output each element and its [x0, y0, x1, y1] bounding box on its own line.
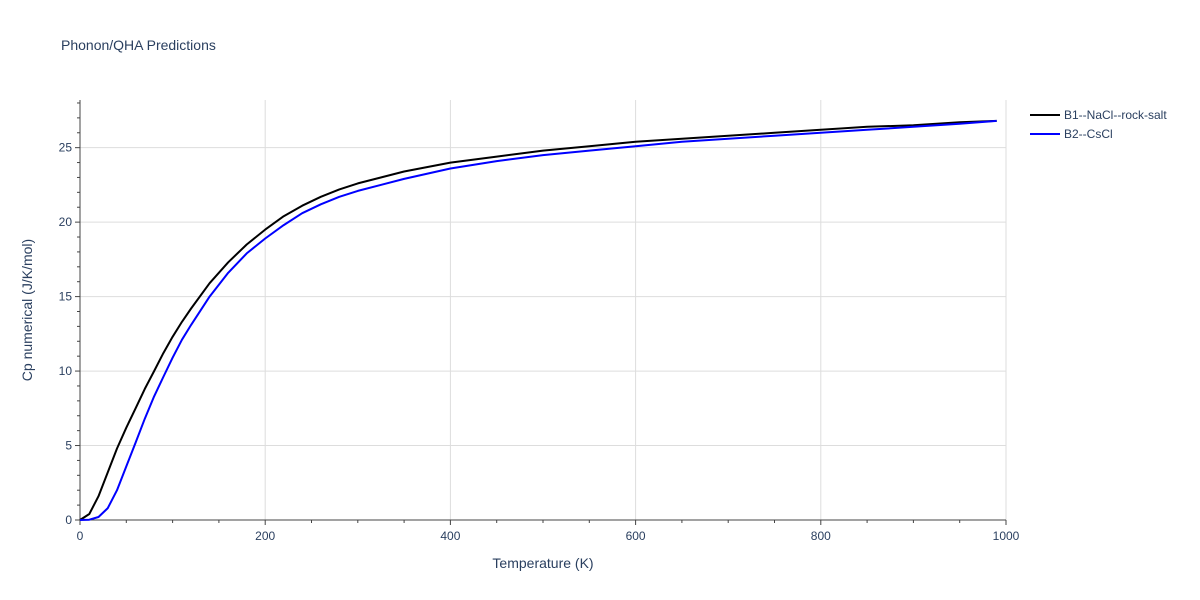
legend[interactable]: B1--NaCl--rock-salt B2--CsCl: [1030, 108, 1167, 141]
x-tick-label: 400: [440, 529, 460, 543]
legend-label: B2--CsCl: [1064, 127, 1113, 141]
y-tick-label: 25: [59, 141, 73, 155]
series-line-2: [79, 119, 997, 521]
chart-title: Phonon/QHA Predictions: [61, 37, 216, 53]
x-tick-label: 600: [626, 529, 646, 543]
legend-item-2[interactable]: B2--CsCl: [1030, 127, 1113, 141]
x-axis-label: Temperature (K): [492, 555, 593, 571]
x-tick-label: 200: [255, 529, 275, 543]
legend-label: B1--NaCl--rock-salt: [1064, 108, 1167, 122]
y-tick-label: 20: [59, 215, 73, 229]
grid: [80, 100, 1007, 520]
y-tick-label: 15: [59, 290, 73, 304]
y-tick-label: 0: [65, 513, 72, 527]
y-tick-label: 5: [65, 439, 72, 453]
x-tick-label: 0: [77, 529, 84, 543]
y-axis-label: Cp numerical (J/K/mol): [19, 239, 35, 381]
x-tick-label: 800: [811, 529, 831, 543]
series-line-1: [79, 119, 997, 521]
legend-item-1[interactable]: B1--NaCl--rock-salt: [1030, 108, 1167, 122]
x-tick-label: 1000: [993, 529, 1020, 543]
axes: 0 200 400 600 800 1000 0 5 10 15 20 25: [59, 100, 1020, 543]
series-lines: [79, 119, 997, 521]
y-tick-label: 10: [59, 364, 73, 378]
